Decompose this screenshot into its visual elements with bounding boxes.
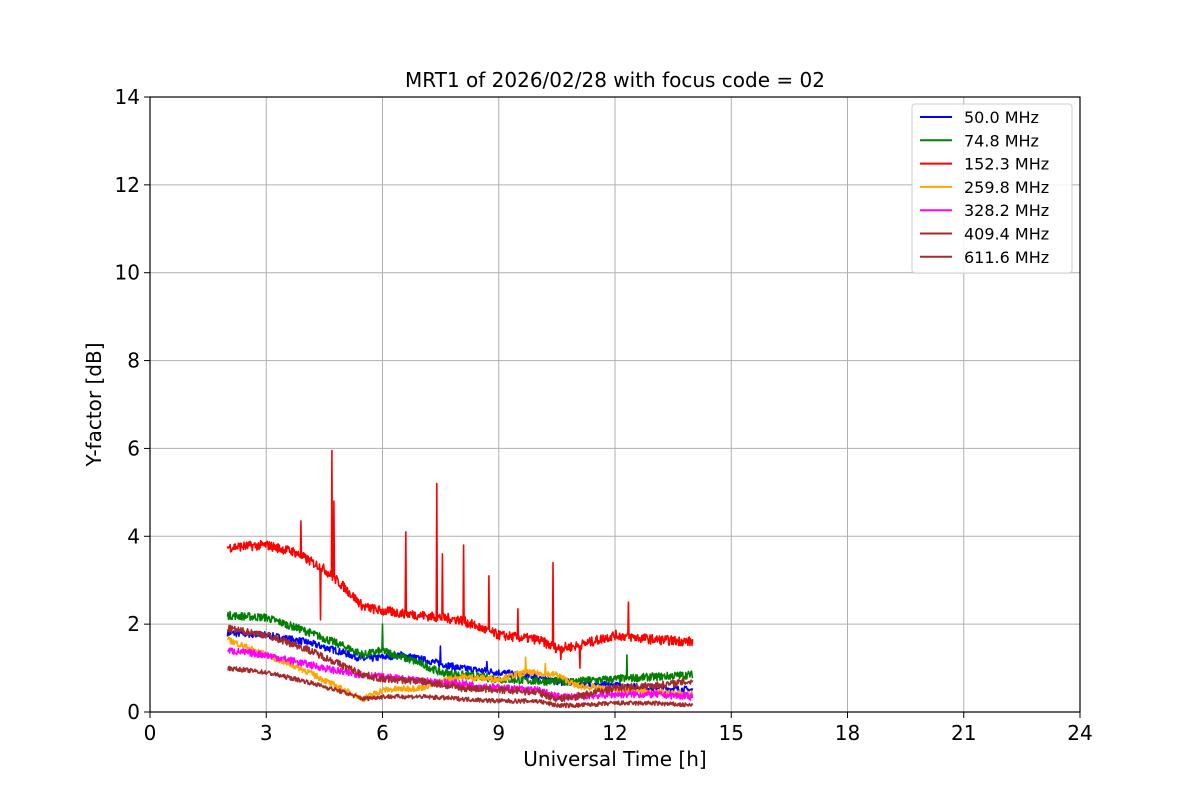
- y-tick-label: 12: [115, 173, 140, 197]
- x-tick-label: 15: [719, 721, 744, 745]
- legend-label: 409.4 MHz: [964, 225, 1049, 244]
- series-group: [226, 449, 694, 709]
- y-axis-label: Y-factor [dB]: [82, 342, 106, 467]
- y-tick-label: 4: [127, 524, 140, 548]
- series-line-2: [226, 449, 694, 669]
- series-line-4: [227, 647, 694, 701]
- x-axis: 0 3 6 9 12 15 18 21 24: [144, 712, 1093, 745]
- legend-label: 259.8 MHz: [964, 178, 1049, 197]
- y-tick-label: 0: [127, 700, 140, 724]
- x-axis-label: Universal Time [h]: [523, 747, 706, 771]
- y-tick-label: 6: [127, 436, 140, 460]
- x-tick-label: 18: [835, 721, 860, 745]
- legend: 50.0 MHz 74.8 MHz 152.3 MHz 259.8 MHz 32…: [911, 103, 1073, 274]
- series-line-6: [226, 624, 694, 703]
- y-tick-label: 14: [115, 85, 140, 109]
- y-axis: 0 2 4 6 8 10 12 14: [115, 85, 150, 724]
- x-tick-label: 6: [376, 721, 389, 745]
- y-tick-label: 10: [115, 261, 140, 285]
- x-tick-label: 21: [951, 721, 976, 745]
- legend-label: 152.3 MHz: [964, 155, 1049, 174]
- x-tick-label: 3: [260, 721, 273, 745]
- x-tick-label: 9: [492, 721, 505, 745]
- series-line-5: [227, 665, 694, 709]
- legend-label: 74.8 MHz: [964, 131, 1039, 150]
- y-tick-label: 8: [127, 349, 140, 373]
- chart-title: MRT1 of 2026/02/28 with focus code = 02: [405, 68, 825, 92]
- legend-label: 50.0 MHz: [964, 108, 1039, 127]
- y-tick-label: 2: [127, 612, 140, 636]
- series-line-1: [226, 610, 694, 686]
- x-tick-label: 12: [602, 721, 627, 745]
- legend-label: 328.2 MHz: [964, 201, 1049, 220]
- x-tick-label: 24: [1067, 721, 1092, 745]
- legend-box: [911, 103, 1073, 274]
- x-tick-label: 0: [144, 721, 157, 745]
- legend-label: 611.6 MHz: [964, 248, 1049, 267]
